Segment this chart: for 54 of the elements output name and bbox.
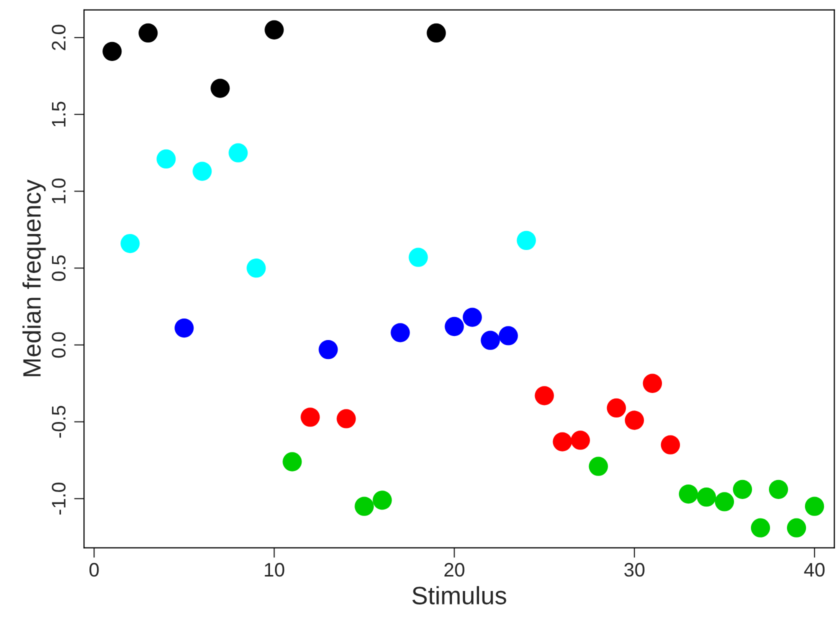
point	[120, 234, 140, 254]
x-axis-title: Stimulus	[412, 586, 506, 604]
point	[138, 23, 158, 43]
y-tick-label: -1.0	[52, 482, 66, 515]
point	[426, 23, 446, 43]
point	[372, 490, 392, 510]
point	[390, 323, 410, 342]
x-tick-label: 10	[264, 562, 284, 577]
point	[264, 20, 284, 40]
y-tick-label: 0.0	[52, 332, 66, 358]
point	[174, 318, 194, 338]
point	[156, 149, 176, 169]
point	[480, 330, 500, 350]
x-tick-label: 30	[624, 562, 644, 577]
y-axis-title: Median frequency	[22, 180, 46, 376]
point	[534, 386, 554, 406]
point	[102, 42, 122, 61]
point	[516, 230, 536, 250]
point	[228, 143, 248, 162]
point	[444, 316, 464, 336]
point	[660, 435, 680, 454]
point	[750, 518, 770, 538]
point	[570, 430, 590, 450]
point	[804, 496, 824, 516]
point	[552, 432, 572, 452]
point	[606, 398, 626, 418]
y-tick-label: 1.0	[52, 178, 66, 204]
point	[318, 340, 338, 360]
point	[246, 258, 266, 278]
point	[642, 374, 662, 393]
point	[300, 408, 320, 427]
y-tick-label: 1.5	[52, 102, 66, 126]
point	[408, 248, 428, 267]
point	[624, 410, 644, 430]
point	[768, 480, 788, 499]
x-tick-label: 0	[89, 562, 99, 577]
point	[786, 518, 806, 538]
y-tick-label: 2.0	[52, 24, 66, 50]
point	[714, 492, 734, 512]
point	[192, 162, 212, 181]
x-tick-label: 40	[804, 562, 825, 577]
point	[588, 456, 608, 476]
x-tick-label: 20	[444, 562, 464, 577]
y-tick-label: 0.5	[52, 255, 66, 281]
point	[498, 326, 518, 346]
point	[696, 488, 716, 507]
point	[336, 409, 356, 428]
point	[354, 496, 374, 516]
y-tick-label: -0.5	[52, 406, 66, 438]
point	[732, 480, 752, 499]
point	[282, 452, 302, 472]
point	[462, 308, 482, 327]
point	[678, 484, 698, 504]
point	[210, 78, 230, 98]
